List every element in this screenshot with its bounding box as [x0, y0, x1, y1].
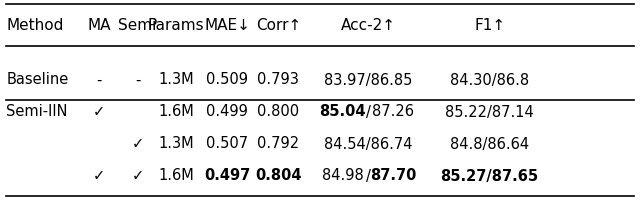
Text: 1.3M: 1.3M — [158, 136, 194, 152]
Text: Params: Params — [148, 19, 204, 33]
Text: 84.98: 84.98 — [322, 168, 364, 184]
Text: 1.6M: 1.6M — [158, 104, 194, 119]
Text: 0.497: 0.497 — [204, 168, 250, 184]
Text: 87.26: 87.26 — [372, 104, 414, 119]
Text: Corr↑: Corr↑ — [256, 19, 301, 33]
Text: 1.3M: 1.3M — [158, 72, 194, 88]
Text: 84.54/86.74: 84.54/86.74 — [324, 136, 412, 152]
Text: 84.30/86.8: 84.30/86.8 — [450, 72, 529, 88]
Text: 85.27/87.65: 85.27/87.65 — [440, 168, 539, 184]
Text: ✓: ✓ — [131, 136, 144, 152]
Text: Baseline: Baseline — [6, 72, 68, 88]
Text: 85.04: 85.04 — [319, 104, 366, 119]
Text: /: / — [365, 168, 371, 184]
Text: 0.507: 0.507 — [206, 136, 248, 152]
Text: ✓: ✓ — [131, 168, 144, 184]
Text: -: - — [97, 72, 102, 88]
Text: 0.792: 0.792 — [257, 136, 300, 152]
Text: Semi-IIN: Semi-IIN — [6, 104, 68, 119]
Text: Semi: Semi — [118, 19, 157, 33]
Text: 1.6M: 1.6M — [158, 168, 194, 184]
Text: 0.804: 0.804 — [255, 168, 301, 184]
Text: Method: Method — [6, 19, 64, 33]
Text: ✓: ✓ — [93, 104, 106, 119]
Text: 0.499: 0.499 — [206, 104, 248, 119]
Text: MA: MA — [88, 19, 111, 33]
Text: ✓: ✓ — [93, 168, 106, 184]
Text: 0.800: 0.800 — [257, 104, 300, 119]
Text: 83.97/86.85: 83.97/86.85 — [324, 72, 412, 88]
Text: -: - — [135, 72, 140, 88]
Text: 84.8/86.64: 84.8/86.64 — [450, 136, 529, 152]
Text: 0.509: 0.509 — [206, 72, 248, 88]
Text: MAE↓: MAE↓ — [204, 19, 250, 33]
Text: 85.22/87.14: 85.22/87.14 — [445, 104, 534, 119]
Text: /: / — [365, 104, 371, 119]
Text: Acc-2↑: Acc-2↑ — [340, 19, 396, 33]
Text: 0.793: 0.793 — [257, 72, 300, 88]
Text: 87.70: 87.70 — [370, 168, 417, 184]
Text: F1↑: F1↑ — [474, 19, 505, 33]
